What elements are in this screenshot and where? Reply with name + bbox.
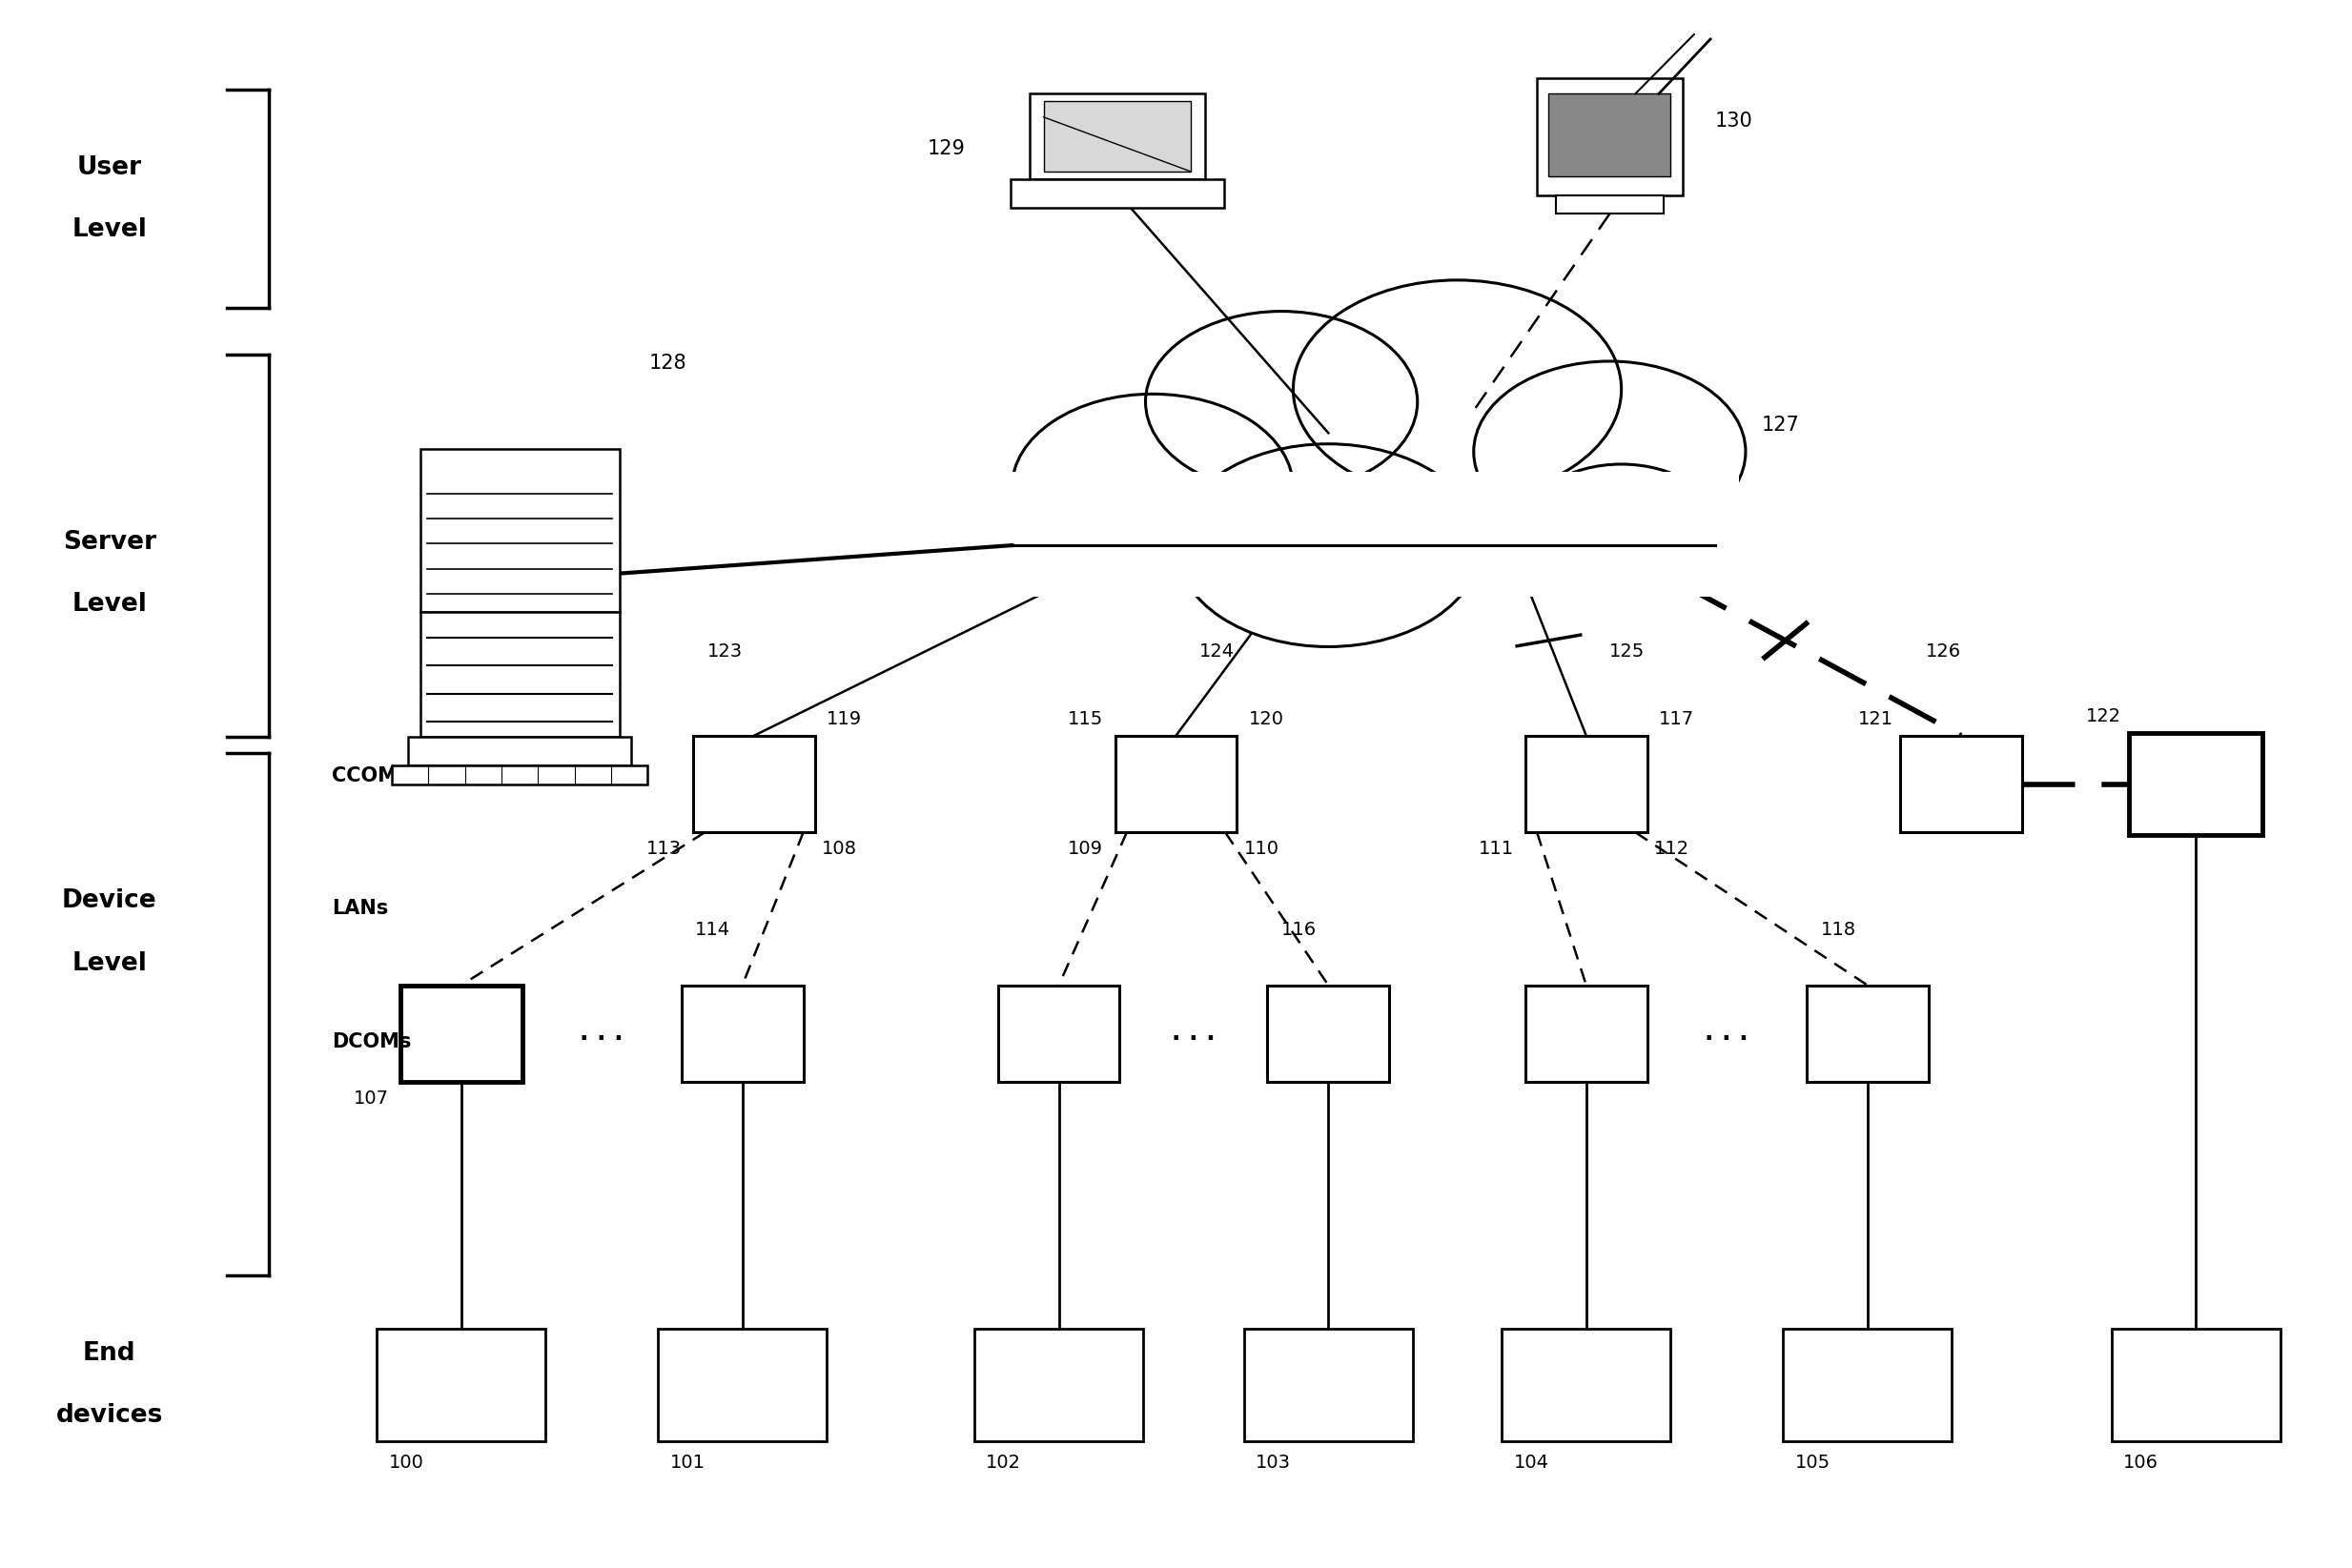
Bar <box>2112 1328 2279 1441</box>
Text: Device: Device <box>61 889 158 914</box>
Text: 105: 105 <box>1795 1454 1830 1471</box>
Text: Level: Level <box>73 952 148 975</box>
Bar <box>1503 1328 1670 1441</box>
Circle shape <box>1475 361 1745 543</box>
Text: 101: 101 <box>670 1454 706 1471</box>
Bar <box>682 985 804 1082</box>
Bar <box>988 472 1738 597</box>
Circle shape <box>1145 312 1418 492</box>
Text: 122: 122 <box>2086 707 2122 726</box>
Text: . . .: . . . <box>581 1022 623 1044</box>
Bar <box>1536 78 1682 194</box>
Bar <box>409 737 630 765</box>
Text: . . .: . . . <box>1705 1022 1748 1044</box>
Bar <box>376 1328 546 1441</box>
Text: devices: devices <box>56 1403 162 1428</box>
Bar <box>2129 734 2263 834</box>
Bar <box>1044 102 1190 171</box>
Text: 123: 123 <box>708 643 743 660</box>
Text: End: End <box>82 1341 136 1366</box>
Text: 100: 100 <box>388 1454 423 1471</box>
Text: 106: 106 <box>2124 1454 2159 1471</box>
Text: 112: 112 <box>1653 840 1689 858</box>
Text: 116: 116 <box>1282 920 1317 938</box>
Bar <box>421 613 619 737</box>
Bar <box>1115 735 1237 833</box>
Text: 126: 126 <box>1926 643 1962 660</box>
Bar <box>400 985 522 1082</box>
Bar <box>1783 1328 1952 1441</box>
Text: 107: 107 <box>353 1090 388 1109</box>
Text: Server: Server <box>64 530 155 555</box>
Text: 108: 108 <box>823 840 858 858</box>
Bar <box>1524 985 1646 1082</box>
Circle shape <box>1294 281 1621 499</box>
Bar <box>1806 985 1929 1082</box>
Text: 121: 121 <box>1858 710 1893 728</box>
Bar <box>421 450 619 613</box>
Text: 115: 115 <box>1068 710 1103 728</box>
Text: 129: 129 <box>927 140 964 158</box>
Text: 110: 110 <box>1244 840 1279 858</box>
Bar <box>1244 1328 1414 1441</box>
Text: 119: 119 <box>828 710 863 728</box>
Text: 128: 128 <box>649 353 687 372</box>
Bar <box>1524 735 1646 833</box>
Text: 124: 124 <box>1200 643 1235 660</box>
Text: . . .: . . . <box>1171 1022 1216 1044</box>
Text: 111: 111 <box>1477 840 1515 858</box>
Bar <box>393 765 647 784</box>
Bar <box>659 1328 828 1441</box>
Text: 103: 103 <box>1256 1454 1291 1471</box>
Text: User: User <box>78 155 141 180</box>
Text: Level: Level <box>73 218 148 243</box>
Bar <box>1900 735 2023 833</box>
Bar <box>1030 94 1204 179</box>
Bar <box>1548 94 1670 176</box>
Circle shape <box>1011 394 1294 582</box>
Bar <box>1555 194 1663 213</box>
Text: 114: 114 <box>696 920 731 938</box>
Text: 125: 125 <box>1609 643 1644 660</box>
Text: 117: 117 <box>1658 710 1693 728</box>
Text: 104: 104 <box>1515 1454 1550 1471</box>
Text: DCOMs: DCOMs <box>332 1032 412 1051</box>
Bar <box>1268 985 1390 1082</box>
Text: 127: 127 <box>1762 416 1799 434</box>
Text: 118: 118 <box>1820 920 1856 938</box>
Text: 130: 130 <box>1715 111 1752 130</box>
Bar <box>997 985 1120 1082</box>
Text: 109: 109 <box>1068 840 1103 858</box>
Text: LANs: LANs <box>332 900 388 919</box>
Text: 102: 102 <box>985 1454 1021 1471</box>
Bar <box>1011 179 1223 207</box>
Circle shape <box>1176 444 1482 646</box>
Bar <box>974 1328 1143 1441</box>
Circle shape <box>1524 464 1719 596</box>
Text: Level: Level <box>73 593 148 616</box>
Text: CCOMs: CCOMs <box>332 767 409 786</box>
Bar <box>694 735 816 833</box>
Text: 113: 113 <box>647 840 682 858</box>
Text: 120: 120 <box>1249 710 1284 728</box>
